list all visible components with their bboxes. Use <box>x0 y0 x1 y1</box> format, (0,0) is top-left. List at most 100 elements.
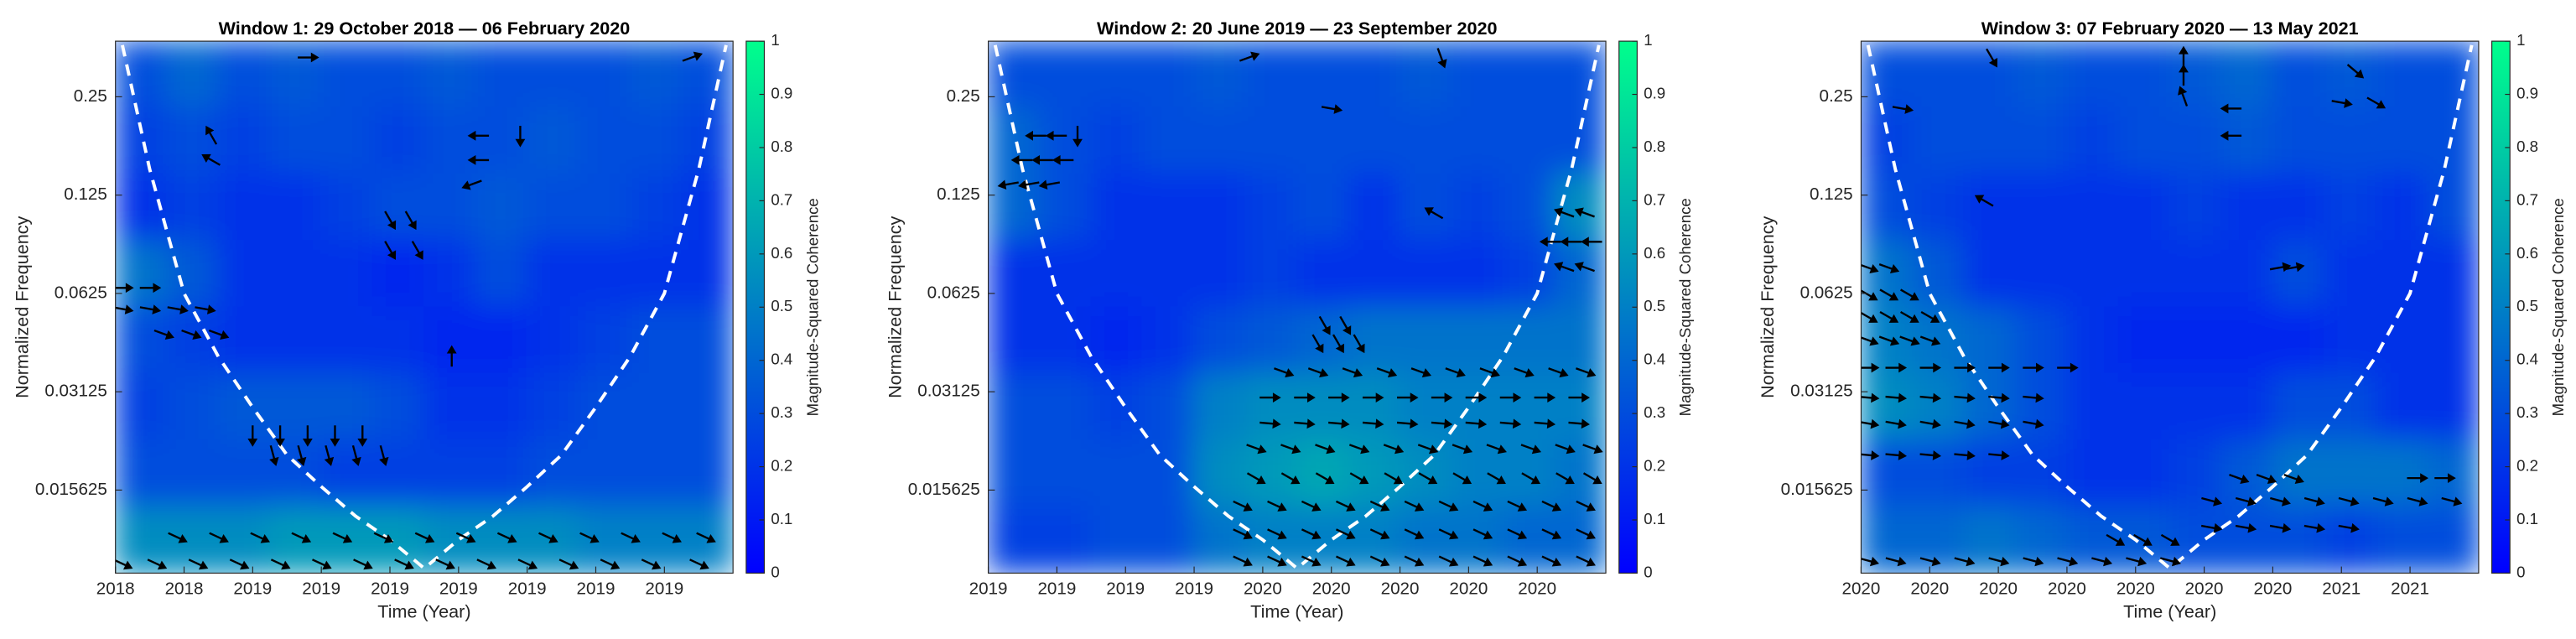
coherence-cell <box>1038 506 1093 574</box>
coherence-cell <box>1296 106 1350 175</box>
axes-frame <box>115 40 734 574</box>
coherence-cell <box>115 506 169 574</box>
phase-arrow <box>1879 288 1899 301</box>
coherence-cell <box>1193 41 1247 109</box>
phase-arrow <box>496 532 517 543</box>
coherence-cell <box>1038 41 1093 109</box>
coherence-cell <box>475 173 528 242</box>
colorbar-tick-label: 0.1 <box>771 510 792 527</box>
phase-arrow <box>1328 392 1350 403</box>
coherence-cell <box>2168 41 2223 109</box>
coherence-cell <box>578 306 631 375</box>
phase-arrow <box>1321 104 1343 114</box>
phase-arrow <box>2057 556 2079 567</box>
colorbar-tick-label: 0.3 <box>2516 403 2538 421</box>
phase-arrow <box>357 425 368 447</box>
x-tick-label: 2020 <box>1381 579 1420 599</box>
phase-arrow <box>269 444 279 466</box>
coherence-cell <box>1450 239 1504 309</box>
coherence-cell <box>371 41 425 109</box>
coherence-cell <box>680 41 734 109</box>
coherence-cell <box>2426 506 2479 574</box>
coherence-cell <box>217 41 271 109</box>
phase-arrow <box>1294 418 1316 429</box>
colorbar-tick-label: 0.2 <box>2516 456 2538 474</box>
coherence-cell <box>2168 173 2223 242</box>
phase-arrow <box>2269 496 2291 507</box>
phase-arrow <box>1574 262 1595 273</box>
phase-arrow <box>461 179 482 190</box>
coherence-cell <box>526 306 580 375</box>
x-tick-label: 2019 <box>233 579 272 599</box>
coherence-cell <box>2426 239 2479 309</box>
x-tick-label: 2021 <box>2322 579 2360 599</box>
phase-arrow <box>538 532 558 543</box>
coherence-cell <box>423 439 477 508</box>
phase-arrow <box>1349 472 1369 485</box>
phase-arrow <box>394 558 414 570</box>
phase-arrow <box>1376 367 1398 378</box>
colorbar-tick-label: 0.3 <box>771 403 792 421</box>
y-tick-label: 0.0625 <box>927 283 980 302</box>
phase-arrow <box>2338 496 2360 507</box>
y-tick-label: 0.015625 <box>35 480 107 499</box>
phase-arrow <box>1885 450 1907 460</box>
coherence-cell <box>1193 506 1247 574</box>
coherence-cell <box>1502 239 1555 309</box>
coherence-cell <box>988 239 1041 309</box>
colorbar-tick-label: 1 <box>2516 31 2525 49</box>
coherence-cell <box>1090 41 1144 109</box>
coherence-cell <box>1861 439 1914 508</box>
coherence-cell <box>166 173 220 242</box>
coherence-cell <box>217 173 271 242</box>
phase-arrow <box>1885 392 1907 403</box>
coherence-cell <box>475 306 528 375</box>
coherence-cell <box>1553 506 1607 574</box>
coherence-cell <box>680 506 734 574</box>
phase-arrow <box>1404 528 1425 540</box>
x-tick-label: 2019 <box>577 579 615 599</box>
coherence-cell <box>2272 439 2325 508</box>
phase-arrow <box>1318 315 1331 335</box>
phase-arrow <box>1892 104 1914 114</box>
y-tick-label: 0.125 <box>1810 184 1853 204</box>
phase-arrow <box>1885 362 1908 373</box>
coherence-cell <box>1296 372 1350 441</box>
coherence-cell <box>1861 372 1914 441</box>
coherence-cell <box>1244 173 1298 242</box>
coherence-cell <box>166 239 220 309</box>
coherence-cell <box>1038 439 1093 508</box>
coherence-cell <box>2375 439 2428 508</box>
phase-arrow <box>689 558 709 570</box>
coherence-cell <box>526 439 580 508</box>
phase-arrow <box>1267 528 1287 540</box>
colorbar-tick-label: 0.8 <box>771 138 792 155</box>
coherence-cell <box>1193 239 1247 309</box>
coherence-cell <box>2375 239 2428 309</box>
phase-arrow <box>229 558 250 570</box>
colorbar-tick-label: 0.8 <box>1644 138 1665 155</box>
x-tick-label: 2019 <box>1175 579 1213 599</box>
coherence-cell <box>1911 439 1966 508</box>
phase-arrow <box>1233 528 1253 540</box>
phase-arrow <box>1335 500 1356 512</box>
coherence-field <box>1861 41 2479 574</box>
coherence-cell <box>423 106 477 175</box>
phase-arrow <box>1919 556 1941 567</box>
x-tick-label: 2020 <box>2048 579 2086 599</box>
x-tick-label: 2019 <box>371 579 409 599</box>
coherence-cell <box>2117 173 2171 242</box>
colorbar-tick-label: 0.7 <box>771 190 792 208</box>
coherence-cell <box>2323 306 2377 375</box>
coherence-cell <box>1244 372 1298 441</box>
coherence-cell <box>1141 439 1196 508</box>
phase-arrow <box>1025 130 1046 141</box>
coherence-cell <box>1090 173 1144 242</box>
coherence-cell <box>268 439 323 508</box>
colorbar-tick-label: 0.5 <box>1644 297 1665 314</box>
coherence-cell <box>2014 173 2068 242</box>
phase-arrow <box>2235 496 2257 507</box>
coherence-cell <box>2375 41 2428 109</box>
phase-arrow <box>1410 367 1432 378</box>
